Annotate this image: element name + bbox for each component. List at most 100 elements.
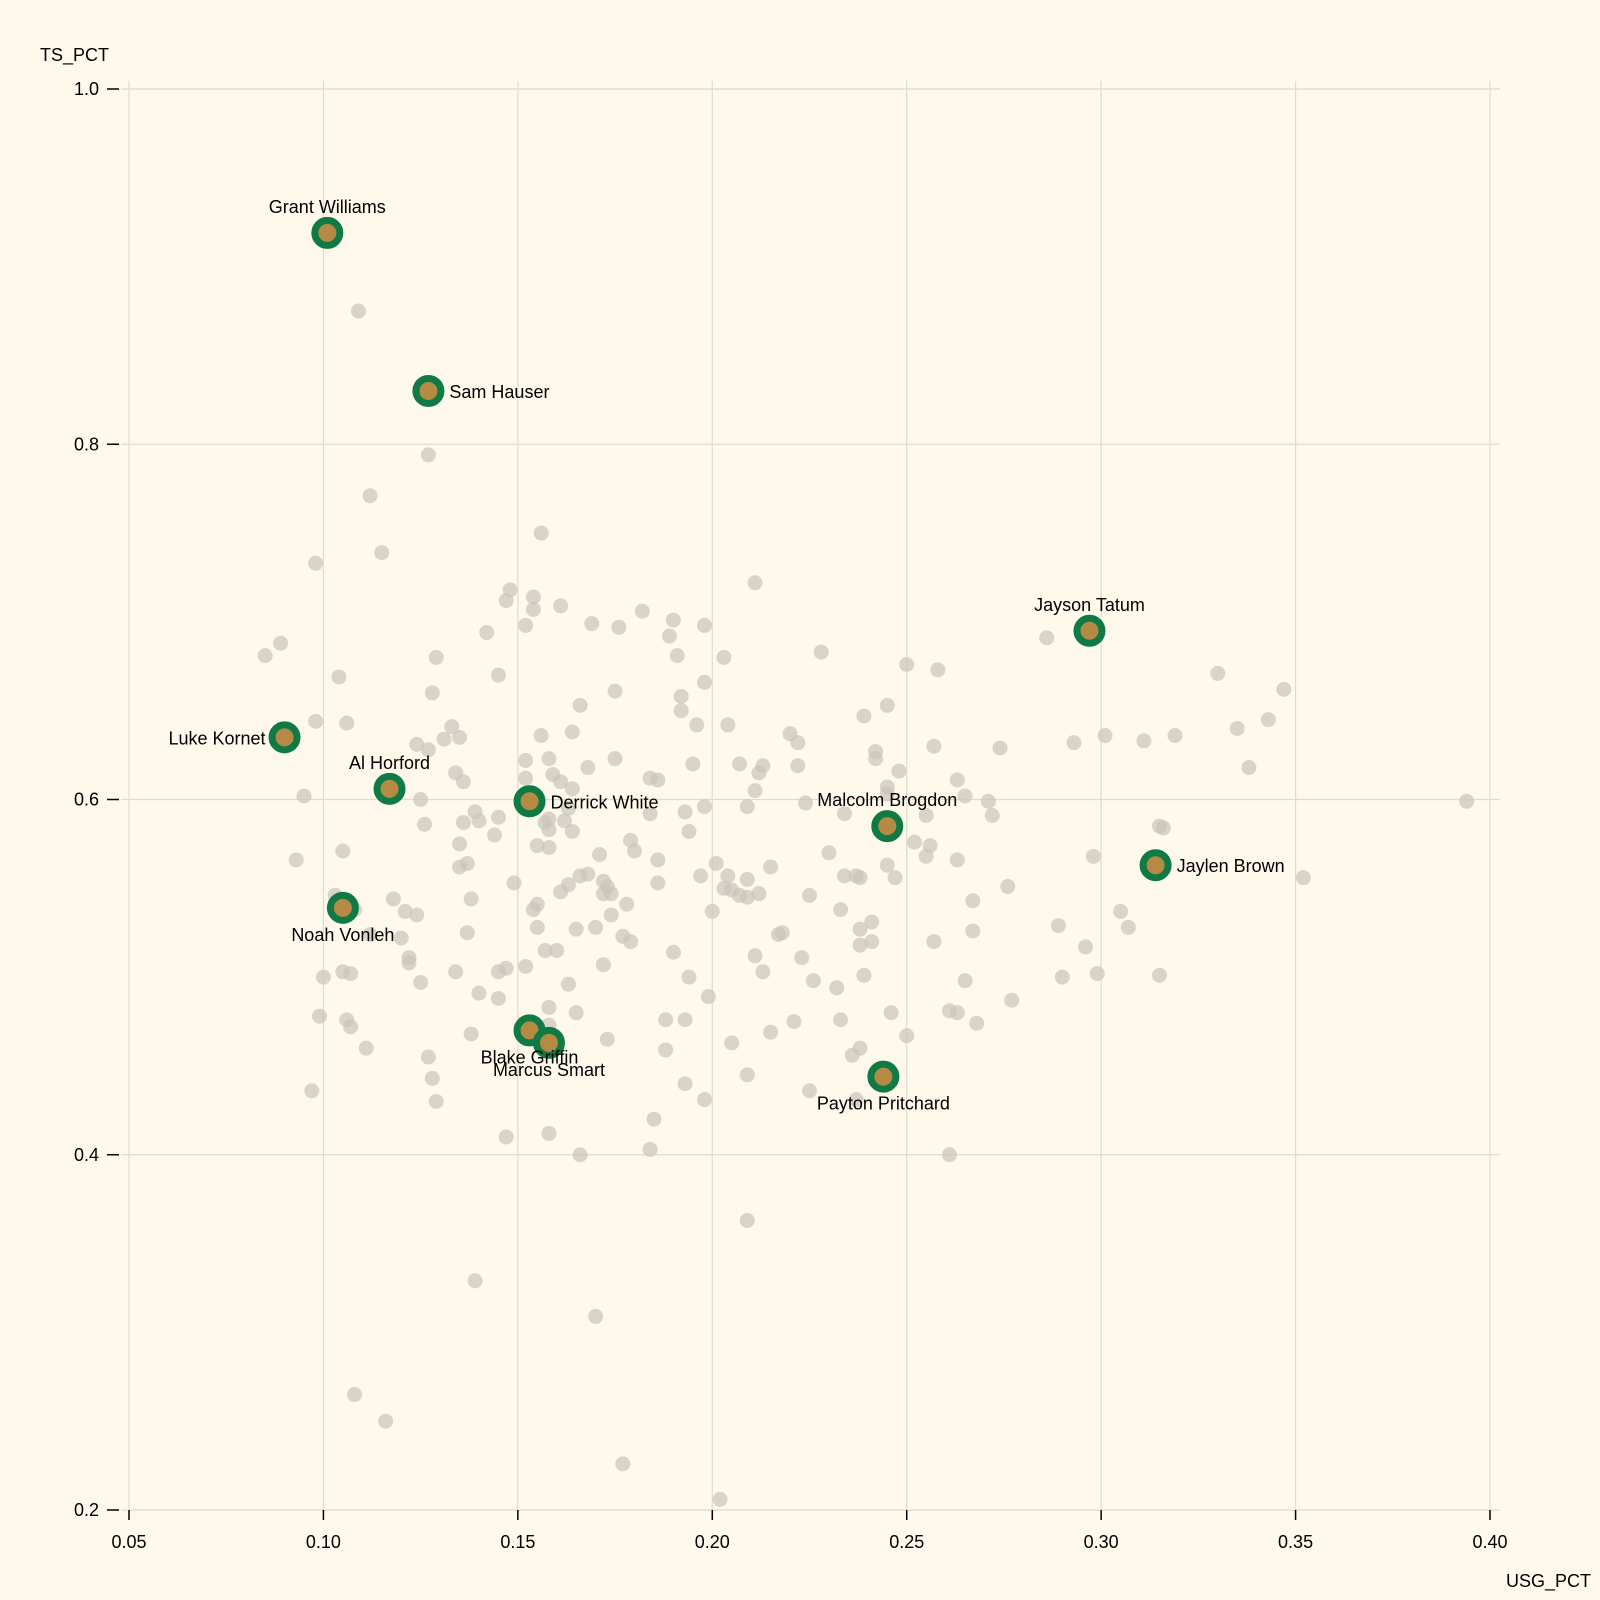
highlighted-point xyxy=(513,785,546,818)
data-point xyxy=(553,774,569,790)
data-point xyxy=(257,648,273,664)
data-point xyxy=(331,669,347,685)
data-point xyxy=(1004,992,1020,1008)
data-point xyxy=(879,697,895,713)
data-point xyxy=(926,934,942,950)
data-point xyxy=(949,1005,965,1021)
data-point xyxy=(739,799,755,815)
data-point xyxy=(273,635,289,651)
data-point xyxy=(533,728,549,744)
data-point xyxy=(681,969,697,985)
data-point xyxy=(459,925,475,941)
player-label: Sam Hauser xyxy=(449,382,549,402)
data-point xyxy=(627,843,643,859)
data-point xyxy=(1089,966,1105,982)
data-point xyxy=(829,980,845,996)
data-point xyxy=(308,713,324,729)
data-point xyxy=(646,1111,662,1127)
player-label: Al Horford xyxy=(349,753,430,773)
data-point xyxy=(1151,967,1167,983)
data-point xyxy=(518,617,534,633)
highlighted-point xyxy=(1073,614,1106,647)
data-point xyxy=(362,488,378,504)
data-point xyxy=(1260,712,1276,728)
data-point xyxy=(1210,665,1226,681)
player-label: Blake Griffin xyxy=(481,1047,579,1067)
data-point xyxy=(836,868,852,884)
data-point xyxy=(864,914,880,930)
data-point xyxy=(615,1456,631,1472)
x-axis-title: USG_PCT xyxy=(1506,1571,1591,1592)
data-point xyxy=(525,589,541,605)
data-point xyxy=(720,868,736,884)
player-label: Jaylen Brown xyxy=(1177,856,1285,876)
data-point xyxy=(906,834,922,850)
data-point xyxy=(747,783,763,799)
data-point xyxy=(949,852,965,868)
data-point xyxy=(992,740,1008,756)
data-point xyxy=(658,1042,674,1058)
data-point xyxy=(564,823,580,839)
data-point xyxy=(607,751,623,767)
data-point xyxy=(413,792,429,807)
data-point xyxy=(673,688,689,704)
x-tick-label: 0.15 xyxy=(500,1532,535,1552)
x-tick-label: 0.10 xyxy=(306,1532,341,1552)
data-point xyxy=(852,937,868,953)
data-point xyxy=(308,555,324,571)
data-point xyxy=(984,807,1000,823)
data-point xyxy=(751,886,767,902)
data-point xyxy=(1113,903,1129,919)
data-point xyxy=(697,799,713,815)
data-point xyxy=(599,1031,615,1047)
data-point xyxy=(891,763,907,779)
player-label: Grant Williams xyxy=(269,197,386,217)
data-point xyxy=(957,973,973,989)
x-tick-label: 0.05 xyxy=(111,1532,146,1552)
data-point xyxy=(288,852,304,868)
data-point xyxy=(541,999,557,1015)
player-label: Luke Kornet xyxy=(168,728,265,748)
data-point xyxy=(572,697,588,713)
data-point xyxy=(374,545,390,561)
data-point xyxy=(685,756,701,772)
data-point xyxy=(665,612,681,628)
data-point xyxy=(642,1141,658,1157)
data-point xyxy=(339,715,355,731)
data-point xyxy=(665,944,681,960)
data-point xyxy=(833,1012,849,1028)
data-point xyxy=(969,1015,985,1031)
data-point xyxy=(1066,735,1082,751)
data-point xyxy=(455,774,471,790)
data-point xyxy=(525,902,541,918)
data-point xyxy=(642,806,658,822)
data-point xyxy=(697,617,713,633)
data-point xyxy=(980,793,996,809)
data-point xyxy=(677,804,693,820)
data-point xyxy=(498,593,514,609)
data-point xyxy=(836,806,852,822)
data-point xyxy=(681,823,697,839)
data-point xyxy=(821,845,837,861)
player-label: Malcolm Brogdon xyxy=(817,790,957,810)
data-point xyxy=(751,765,767,781)
data-point xyxy=(448,964,464,980)
data-point xyxy=(802,887,817,903)
data-point xyxy=(790,735,806,751)
data-point xyxy=(607,683,623,699)
data-point xyxy=(852,870,868,886)
data-point xyxy=(763,859,779,875)
data-point xyxy=(490,809,506,825)
data-point xyxy=(397,903,413,919)
data-point xyxy=(1155,820,1171,836)
data-point xyxy=(603,907,619,923)
data-point xyxy=(899,657,915,673)
x-tick-label: 0.30 xyxy=(1084,1532,1119,1552)
data-point xyxy=(852,921,868,937)
data-point xyxy=(770,926,786,942)
data-point xyxy=(957,788,973,804)
data-point xyxy=(813,644,829,660)
data-point xyxy=(965,893,981,909)
data-point xyxy=(568,921,584,937)
data-point xyxy=(378,1413,394,1429)
